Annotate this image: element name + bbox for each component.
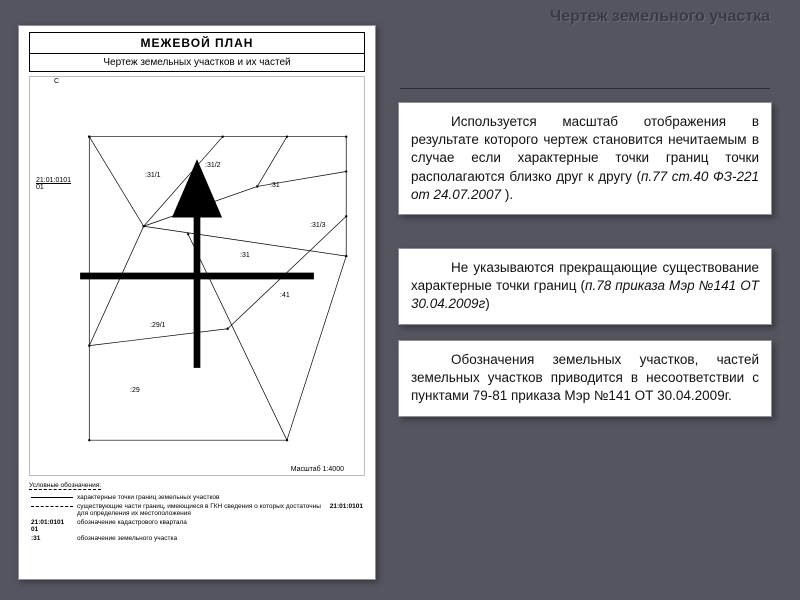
annotation-box-1: Используется масштаб отображения в резул… <box>398 102 772 215</box>
doc-title: МЕЖЕВОЙ ПЛАН <box>30 33 364 54</box>
parcel-label: :31/1 <box>145 172 161 179</box>
legend-row: существующие части границ, имеющиеся в Г… <box>29 502 365 518</box>
parcel-label: :41 <box>280 292 290 299</box>
legend-table: характерные точки границ земельных участ… <box>29 493 365 543</box>
scale-label: Масштаб 1:4000 <box>291 466 344 473</box>
parcel-label: :31/3 <box>310 222 326 229</box>
doc-subtitle: Чертеж земельных участков и их частей <box>30 54 364 71</box>
parcel-label: :31 <box>270 182 280 189</box>
survey-document: МЕЖЕВОЙ ПЛАН Чертеж земельных участков и… <box>18 25 376 580</box>
annotation-box-3: Обозначения земельных участков, частей з… <box>398 340 772 417</box>
doc-header: МЕЖЕВОЙ ПЛАН Чертеж земельных участков и… <box>29 32 365 72</box>
legend-heading: Условные обозначения: <box>29 482 101 490</box>
parcel-label: :29/1 <box>150 322 166 329</box>
parcel-label: :29 <box>130 387 140 394</box>
drawing-area: С 21:01:0101 01 Масштаб 1:4000 :31/1:31/… <box>29 76 365 476</box>
parcel-label: :31 <box>240 252 250 259</box>
page-title: Чертеж земельного участка <box>550 8 770 26</box>
legend: Условные обозначения: характерные точки … <box>29 482 365 543</box>
legend-row: :31обозначение земельного участка <box>29 534 365 543</box>
divider-line <box>400 88 770 89</box>
annotation-box-2: Не указываются прекращающие существовани… <box>398 248 772 325</box>
legend-row: характерные точки границ земельных участ… <box>29 493 365 502</box>
legend-row: 21:01:010101обозначение кадастрового ква… <box>29 518 365 534</box>
plan-svg <box>30 77 364 475</box>
parcel-label: :31/2 <box>205 162 221 169</box>
